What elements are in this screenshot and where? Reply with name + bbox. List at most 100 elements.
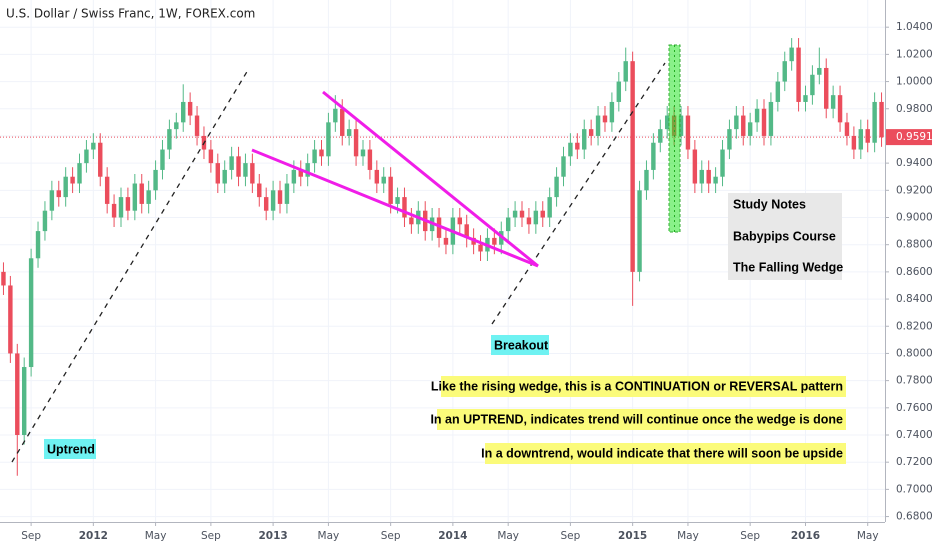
candle-body [651, 142, 656, 170]
candle-body [747, 122, 753, 136]
wedge-upper [322, 90, 539, 268]
candle-body [540, 210, 545, 218]
candle-body [775, 81, 781, 102]
x-tick-label: May [677, 530, 699, 542]
candle-body [561, 156, 566, 177]
study-note: Study Notes [733, 197, 806, 211]
candle-body [734, 115, 739, 130]
candle-body [526, 217, 532, 225]
candle-body [492, 237, 497, 245]
candle-body [782, 61, 787, 82]
candle-body [851, 135, 857, 150]
candle-body [644, 169, 649, 191]
candle-body [796, 47, 801, 102]
candle-body [505, 217, 511, 232]
x-tick-label: 2013 [258, 530, 287, 542]
y-tick-label: 1.00000 [896, 76, 932, 88]
candle-body [512, 210, 518, 218]
candle-body [547, 197, 552, 218]
x-tick-label: 2012 [79, 530, 108, 542]
candle-body [367, 149, 373, 170]
candle-body [388, 176, 393, 204]
note-box [441, 376, 846, 397]
candle-body [270, 190, 276, 211]
candle-body [208, 149, 214, 164]
candle-body [443, 237, 449, 245]
y-tick-label: 0.98000 [896, 103, 932, 115]
candle-body [181, 101, 186, 123]
candle-body [333, 108, 338, 123]
candle-body [609, 101, 615, 123]
last-price-tag [886, 129, 932, 146]
candle-body [699, 169, 704, 184]
uptrend-label: Uptrend [47, 442, 95, 456]
x-tick-label: 2015 [618, 530, 647, 542]
candle-body [478, 244, 483, 252]
candle-body [395, 197, 400, 204]
candle-body [298, 169, 303, 177]
candle-body [754, 108, 760, 123]
candle-body [1, 271, 6, 286]
candle-body [360, 149, 366, 157]
candle-body [215, 163, 221, 184]
candle-body [658, 129, 663, 143]
candle-body [637, 190, 642, 272]
candle-body [623, 61, 628, 82]
x-tick-label: Sep [561, 530, 581, 542]
note-box [485, 443, 846, 464]
candle-body [139, 183, 144, 204]
x-tick-label: 2016 [791, 530, 820, 542]
x-tick-label: May [145, 530, 167, 542]
candle-body [685, 115, 691, 150]
x-tick-label: Sep [21, 530, 41, 542]
candle-body [817, 67, 822, 75]
candle-body [630, 61, 635, 272]
candle-body [588, 129, 594, 136]
candle-body [8, 285, 13, 354]
candle-body [582, 129, 587, 150]
candle-body [160, 149, 165, 170]
candle-body [326, 122, 331, 157]
x-tick-label: Sep [201, 530, 221, 542]
candle-body [319, 149, 324, 157]
candle-body [409, 217, 414, 225]
candle-body [77, 163, 82, 184]
candle-body [402, 197, 407, 218]
candle-body [803, 95, 808, 102]
candle-body [15, 353, 20, 435]
candle-body [616, 81, 622, 102]
candle-body [381, 176, 386, 184]
candle-body [533, 210, 539, 225]
candle-body [28, 258, 34, 368]
candle-body [872, 101, 877, 143]
candle-body [167, 129, 172, 150]
candle-body [236, 156, 241, 177]
candle-body [844, 122, 850, 136]
candle-body [374, 169, 380, 184]
candle-body [111, 203, 117, 218]
candle-body [104, 176, 110, 204]
drawings: Breakout Uptrend Like the rising wedge, … [11, 44, 846, 464]
candle-body [277, 190, 283, 204]
candle-body [789, 47, 794, 62]
uptrend-box [44, 439, 96, 459]
candle-body [858, 129, 864, 150]
candle-body [678, 115, 684, 136]
candle-body [187, 101, 193, 116]
y-tick-label: 1.04000 [896, 21, 932, 33]
candle-body [706, 169, 711, 184]
x-tick-label: Sep [740, 530, 760, 542]
candle-body [602, 115, 608, 123]
candle-body [125, 197, 131, 211]
candle-body [153, 169, 158, 191]
